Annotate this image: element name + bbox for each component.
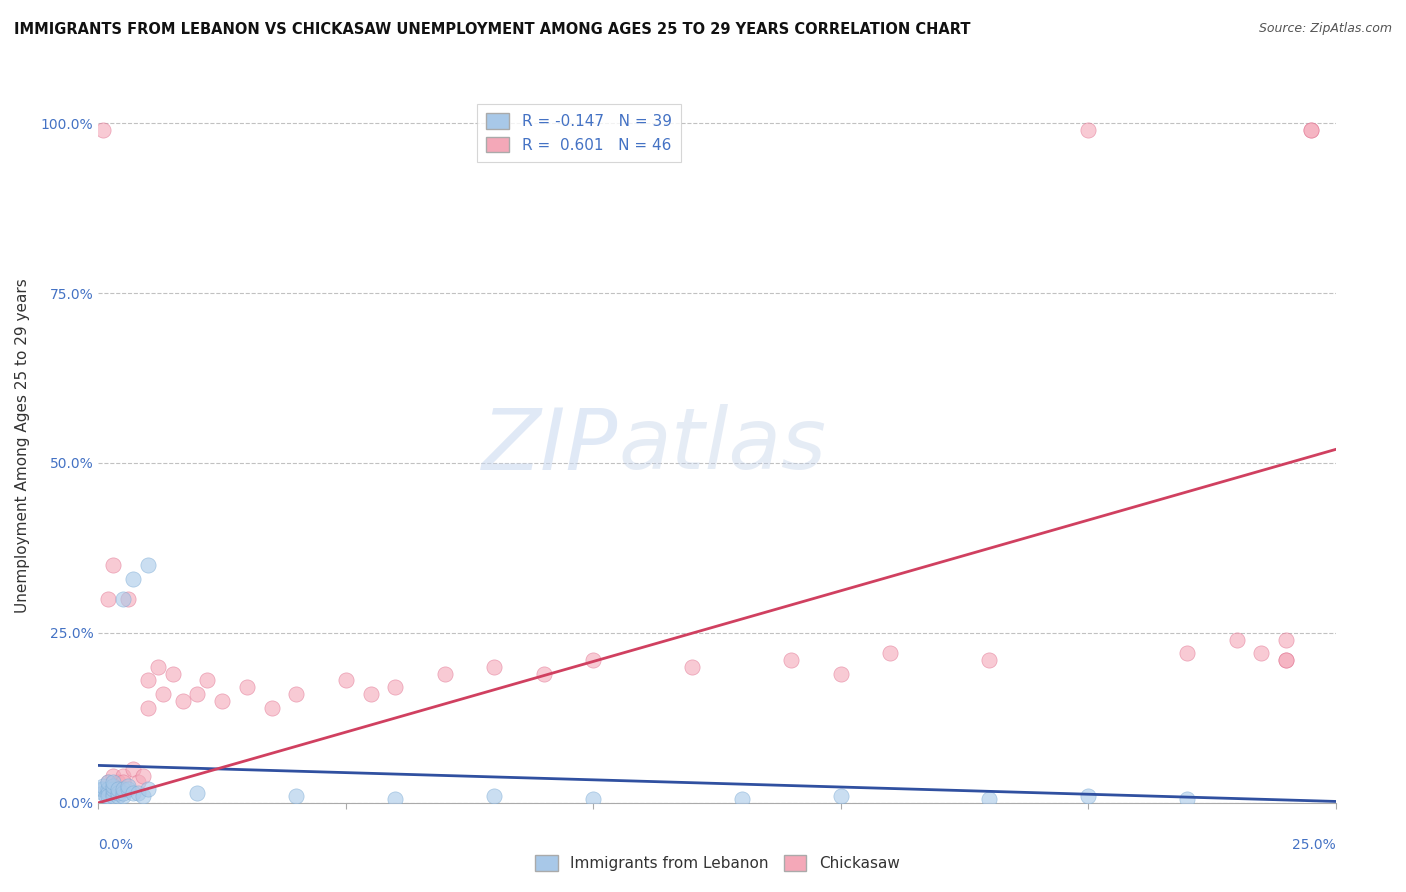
Point [112, 775, 135, 789]
Point [93, 782, 115, 797]
Point [117, 779, 139, 793]
Point [136, 673, 159, 688]
Point [136, 700, 159, 714]
Point [384, 792, 406, 806]
Point [103, 769, 125, 783]
Point [1250, 646, 1272, 660]
Point [107, 782, 129, 797]
Point [1275, 632, 1298, 647]
Point [97, 789, 120, 803]
Point [107, 782, 129, 797]
Point [97, 775, 120, 789]
Point [112, 789, 135, 803]
Point [211, 694, 233, 708]
Point [731, 792, 754, 806]
Point [582, 653, 605, 667]
Y-axis label: Unemployment Among Ages 25 to 29 years: Unemployment Among Ages 25 to 29 years [15, 278, 30, 614]
Point [103, 775, 125, 789]
Point [879, 646, 901, 660]
Point [103, 782, 125, 797]
Point [127, 786, 149, 800]
Point [1226, 632, 1249, 647]
Point [93, 786, 115, 800]
Point [103, 786, 125, 800]
Point [97, 775, 120, 789]
Point [186, 687, 208, 701]
Text: atlas: atlas [619, 404, 827, 488]
Point [830, 666, 852, 681]
Point [103, 558, 125, 572]
Point [112, 769, 135, 783]
Point [97, 782, 120, 797]
Point [260, 700, 283, 714]
Point [97, 786, 120, 800]
Point [127, 775, 149, 789]
Point [384, 680, 406, 694]
Point [484, 789, 506, 803]
Point [1275, 653, 1298, 667]
Point [112, 591, 135, 606]
Point [103, 789, 125, 803]
Point [107, 786, 129, 800]
Legend: Immigrants from Lebanon, Chickasaw: Immigrants from Lebanon, Chickasaw [529, 849, 905, 877]
Point [1077, 789, 1099, 803]
Point [122, 762, 145, 776]
Point [195, 673, 218, 688]
Point [152, 687, 174, 701]
Point [236, 680, 259, 694]
Point [1275, 653, 1298, 667]
Point [433, 666, 456, 681]
Point [1077, 123, 1099, 137]
Point [780, 653, 803, 667]
Point [1175, 646, 1198, 660]
Point [484, 660, 506, 674]
Point [830, 789, 852, 803]
Point [1299, 123, 1322, 137]
Point [117, 591, 139, 606]
Point [172, 694, 194, 708]
Text: IMMIGRANTS FROM LEBANON VS CHICKASAW UNEMPLOYMENT AMONG AGES 25 TO 29 YEARS CORR: IMMIGRANTS FROM LEBANON VS CHICKASAW UNE… [14, 22, 970, 37]
Point [285, 687, 308, 701]
Point [582, 792, 605, 806]
Point [162, 666, 184, 681]
Point [681, 660, 703, 674]
Point [285, 789, 308, 803]
Point [93, 779, 115, 793]
Point [93, 123, 115, 137]
Point [107, 775, 129, 789]
Point [136, 782, 159, 797]
Point [90, 782, 112, 797]
Point [335, 673, 357, 688]
Point [360, 687, 382, 701]
Point [122, 786, 145, 800]
Point [97, 591, 120, 606]
Point [136, 558, 159, 572]
Point [979, 792, 1001, 806]
Point [122, 572, 145, 586]
Text: Source: ZipAtlas.com: Source: ZipAtlas.com [1258, 22, 1392, 36]
Point [112, 786, 135, 800]
Point [1299, 123, 1322, 137]
Point [186, 786, 208, 800]
Text: 25.0%: 25.0% [1292, 838, 1336, 853]
Point [117, 782, 139, 797]
Point [112, 782, 135, 797]
Point [533, 666, 555, 681]
Text: ZIP: ZIP [482, 404, 619, 488]
Point [1175, 792, 1198, 806]
Text: 0.0%: 0.0% [98, 838, 134, 853]
Point [94, 789, 117, 803]
Point [146, 660, 169, 674]
Point [979, 653, 1001, 667]
Point [132, 789, 155, 803]
Point [107, 789, 129, 803]
Point [103, 779, 125, 793]
Point [132, 769, 155, 783]
